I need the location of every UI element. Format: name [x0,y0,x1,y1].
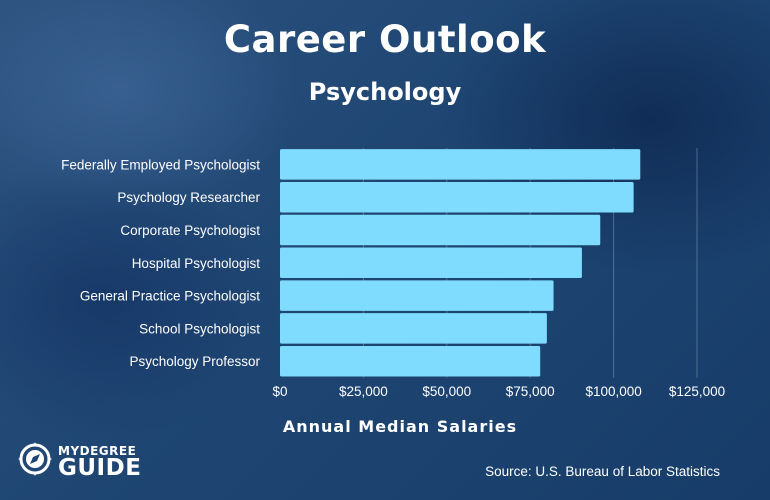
x-tick-label: $125,000 [669,384,725,399]
bar [280,280,554,311]
category-label: Federally Employed Psychologist [61,157,260,172]
x-tick-label: $50,000 [422,384,471,399]
bar [280,181,634,213]
source-note: Source: U.S. Bureau of Labor Statistics [485,464,720,479]
bar [280,149,641,180]
compass-icon [18,442,52,476]
x-tick-label: $25,000 [339,384,388,399]
logo-text-bottom: GUIDE [58,455,142,481]
x-axis-label: Annual Median Salaries [282,417,518,436]
category-label: Hospital Psychologist [132,256,261,271]
category-label: General Practice Psychologist [80,289,260,304]
x-tick-label: $0 [272,384,287,399]
category-label: Corporate Psychologist [120,223,260,238]
bar [280,345,541,377]
category-label: School Psychologist [139,321,260,336]
logo-text-top: MYDEGREE [58,444,137,458]
bar [280,313,547,344]
x-tick-label: $100,000 [585,384,641,399]
chart-title: Career Outlook [223,18,547,61]
category-label: Psychology Researcher [117,190,260,205]
bar [280,247,582,279]
chart-subtitle: Psychology [308,78,462,106]
x-tick-label: $75,000 [506,384,555,399]
bar [280,214,601,246]
category-label: Psychology Professor [129,354,260,369]
mydegreeguide-logo: MYDEGREE GUIDE [18,440,148,484]
